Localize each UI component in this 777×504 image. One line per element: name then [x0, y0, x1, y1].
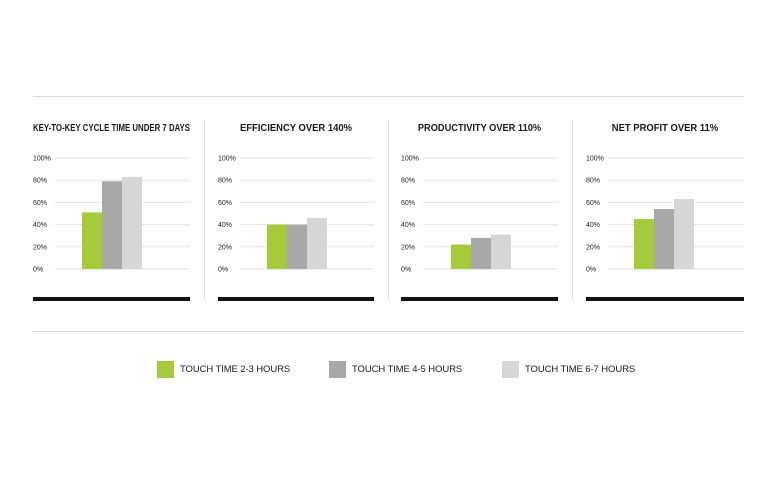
y-tick-label: 40%: [218, 222, 232, 229]
legend-label-6-7-hours: TOUCH TIME 6-7 HOURS: [525, 363, 636, 375]
y-tick-label: 100%: [401, 156, 419, 163]
bottom-divider: [33, 331, 744, 332]
legend-swatch-6-7-hours: [502, 360, 519, 378]
panel-separator: [204, 120, 205, 300]
bar: [267, 224, 287, 269]
bar: [122, 176, 142, 269]
legend-swatch-4-5-hours: [329, 360, 346, 378]
y-tick-label: 0%: [33, 267, 43, 274]
y-tick-label: 80%: [586, 178, 600, 185]
chart-title: EFFICIENCY OVER 140%: [240, 122, 353, 134]
chart-title: KEY-TO-KEY CYCLE TIME UNDER 7 DAYS: [33, 122, 190, 134]
bar: [102, 181, 122, 269]
legend-item-4-5-hours: TOUCH TIME 4-5 HOURS: [329, 359, 462, 379]
y-tick-label: 100%: [218, 156, 236, 163]
y-tick-label: 40%: [401, 222, 415, 229]
legend-label-4-5-hours: TOUCH TIME 4-5 HOURS: [352, 363, 463, 375]
y-tick-label: 80%: [401, 178, 415, 185]
y-tick-label: 0%: [218, 267, 228, 274]
y-tick-label: 60%: [33, 200, 47, 207]
baseline-bar: [33, 297, 190, 301]
y-tick-label: 40%: [586, 222, 600, 229]
legend-swatch-2-3-hours: [157, 360, 174, 378]
baseline-bar: [218, 297, 374, 301]
bar: [82, 212, 102, 269]
panel-separator: [388, 120, 389, 300]
y-tick-label: 60%: [401, 200, 415, 207]
chart-title: NET PROFIT OVER 11%: [612, 122, 719, 134]
y-tick-label: 20%: [218, 244, 232, 251]
y-tick-label: 100%: [33, 156, 51, 163]
charts-svg: KEY-TO-KEY CYCLE TIME UNDER 7 DAYS 100% 80…: [33, 122, 744, 301]
bar: [491, 234, 511, 269]
legend-item-2-3-hours: TOUCH TIME 2-3 HOURS: [157, 359, 290, 379]
y-tick-label: 100%: [586, 156, 604, 163]
legend-label-2-3-hours: TOUCH TIME 2-3 HOURS: [180, 363, 291, 375]
y-tick-label: 20%: [401, 244, 415, 251]
chart-title: PRODUCTIVITY OVER 110%: [418, 122, 542, 134]
baseline-bar: [586, 297, 744, 301]
bar: [307, 217, 327, 269]
legend: TOUCH TIME 2-3 HOURS TOUCH TIME 4-5 HOUR…: [0, 359, 777, 379]
y-tick-label: 60%: [586, 200, 600, 207]
y-tick-label: 0%: [401, 267, 411, 274]
top-divider: [33, 96, 744, 97]
y-tick-label: 20%: [33, 244, 47, 251]
y-tick-label: 0%: [586, 267, 596, 274]
bar: [634, 219, 654, 269]
y-tick-label: 60%: [218, 200, 232, 207]
y-tick-label: 80%: [218, 178, 232, 185]
baseline-bar: [401, 297, 558, 301]
bar: [654, 209, 674, 269]
bar: [674, 199, 694, 269]
bar: [471, 237, 491, 269]
panel-separator: [572, 120, 573, 300]
y-tick-label: 40%: [33, 222, 47, 229]
legend-item-6-7-hours: TOUCH TIME 6-7 HOURS: [502, 359, 635, 379]
bar: [451, 244, 471, 269]
y-tick-label: 80%: [33, 178, 47, 185]
bar: [287, 224, 307, 269]
y-tick-label: 20%: [586, 244, 600, 251]
